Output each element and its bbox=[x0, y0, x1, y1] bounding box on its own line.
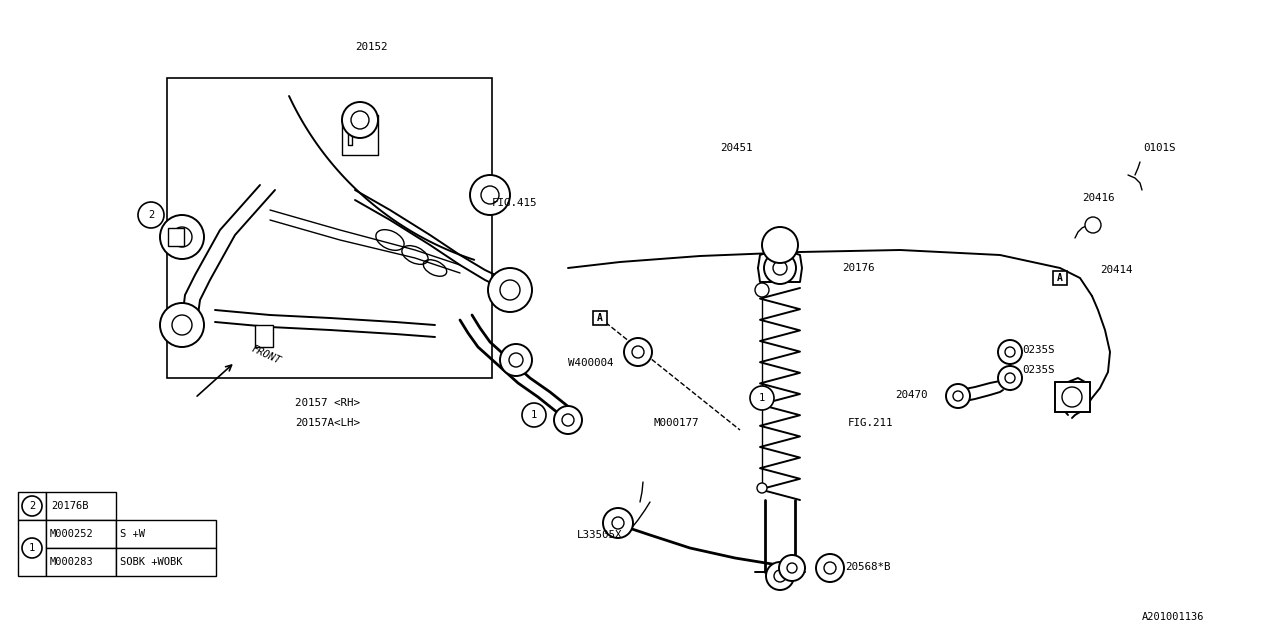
Text: 20176B: 20176B bbox=[51, 501, 88, 511]
Circle shape bbox=[500, 344, 532, 376]
Text: A: A bbox=[1057, 273, 1062, 283]
Text: 0235S: 0235S bbox=[1021, 345, 1055, 355]
Circle shape bbox=[488, 268, 532, 312]
Text: 0101S: 0101S bbox=[1143, 143, 1175, 153]
Text: L33505X: L33505X bbox=[577, 530, 622, 540]
Text: FIG.415: FIG.415 bbox=[492, 198, 538, 208]
Circle shape bbox=[172, 315, 192, 335]
Circle shape bbox=[773, 261, 787, 275]
Circle shape bbox=[762, 227, 797, 263]
Text: FRONT: FRONT bbox=[250, 344, 283, 366]
Circle shape bbox=[625, 338, 652, 366]
Bar bbox=[1055, 382, 1091, 412]
Circle shape bbox=[160, 215, 204, 259]
Text: M000252: M000252 bbox=[50, 529, 93, 539]
Circle shape bbox=[765, 562, 794, 590]
Circle shape bbox=[470, 175, 509, 215]
Text: S +W: S +W bbox=[120, 529, 145, 539]
Text: 20568*B: 20568*B bbox=[845, 562, 891, 572]
Bar bbox=[255, 325, 273, 347]
Circle shape bbox=[22, 538, 42, 558]
Text: 0235S: 0235S bbox=[1021, 365, 1055, 375]
Bar bbox=[46, 520, 116, 548]
Circle shape bbox=[138, 202, 164, 228]
Text: 1: 1 bbox=[759, 393, 765, 403]
Bar bbox=[116, 548, 216, 576]
Circle shape bbox=[787, 563, 797, 573]
Text: 20416: 20416 bbox=[1082, 193, 1115, 203]
Text: 1: 1 bbox=[531, 410, 538, 420]
Text: 1: 1 bbox=[29, 543, 35, 553]
Circle shape bbox=[632, 346, 644, 358]
Bar bbox=[18, 520, 46, 576]
Circle shape bbox=[998, 366, 1021, 390]
Text: 2: 2 bbox=[148, 210, 154, 220]
Text: 20157 <RH>: 20157 <RH> bbox=[294, 398, 360, 408]
Circle shape bbox=[817, 554, 844, 582]
Bar bbox=[116, 520, 216, 548]
Bar bbox=[18, 492, 46, 520]
Circle shape bbox=[946, 384, 970, 408]
Circle shape bbox=[603, 508, 634, 538]
Circle shape bbox=[1062, 387, 1082, 407]
Circle shape bbox=[500, 280, 520, 300]
Circle shape bbox=[562, 414, 573, 426]
Text: 20470: 20470 bbox=[895, 390, 928, 400]
Text: M000283: M000283 bbox=[50, 557, 93, 567]
Bar bbox=[46, 548, 116, 576]
Circle shape bbox=[824, 562, 836, 574]
Text: 20451: 20451 bbox=[719, 143, 753, 153]
Circle shape bbox=[954, 391, 963, 401]
Circle shape bbox=[756, 483, 767, 493]
Circle shape bbox=[481, 186, 499, 204]
Circle shape bbox=[22, 496, 42, 516]
Circle shape bbox=[522, 403, 547, 427]
Text: 20157A<LH>: 20157A<LH> bbox=[294, 418, 360, 428]
Text: 20176: 20176 bbox=[842, 263, 874, 273]
Text: SOBK +WOBK: SOBK +WOBK bbox=[120, 557, 183, 567]
Text: W400004: W400004 bbox=[568, 358, 613, 368]
Circle shape bbox=[1005, 373, 1015, 383]
Circle shape bbox=[774, 570, 786, 582]
Text: M000177: M000177 bbox=[653, 418, 699, 428]
Text: 2: 2 bbox=[29, 501, 35, 511]
Text: 20414: 20414 bbox=[1100, 265, 1133, 275]
Circle shape bbox=[998, 340, 1021, 364]
Circle shape bbox=[755, 283, 769, 297]
Bar bbox=[593, 311, 607, 325]
Text: FIG.211: FIG.211 bbox=[849, 418, 893, 428]
Bar bbox=[46, 492, 116, 520]
Circle shape bbox=[780, 555, 805, 581]
Circle shape bbox=[160, 303, 204, 347]
Circle shape bbox=[612, 517, 625, 529]
Circle shape bbox=[351, 111, 369, 129]
Circle shape bbox=[1085, 217, 1101, 233]
Circle shape bbox=[342, 102, 378, 138]
Text: A201001136: A201001136 bbox=[1142, 612, 1204, 622]
Circle shape bbox=[750, 386, 774, 410]
Bar bbox=[1053, 271, 1068, 285]
Bar bbox=[168, 228, 184, 246]
Circle shape bbox=[554, 406, 582, 434]
Circle shape bbox=[1005, 347, 1015, 357]
Circle shape bbox=[172, 227, 192, 247]
Circle shape bbox=[509, 353, 524, 367]
Bar bbox=[166, 78, 492, 378]
Text: A: A bbox=[596, 313, 603, 323]
Circle shape bbox=[764, 252, 796, 284]
Text: 20152: 20152 bbox=[355, 42, 388, 52]
